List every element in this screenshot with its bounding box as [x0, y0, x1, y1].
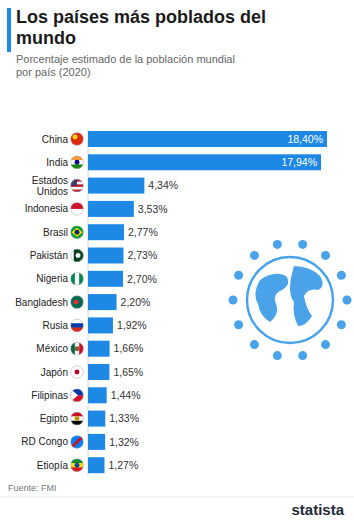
bars [88, 131, 327, 473]
category-label: Etiopía [4, 460, 68, 471]
subtitle: Porcentaje estimado de la población mund… [16, 53, 251, 79]
bar [88, 248, 123, 264]
flag-outline [71, 249, 84, 262]
flag-icon [71, 133, 84, 146]
footer-rule [0, 497, 354, 498]
source: Fuente: FMI [8, 483, 57, 493]
flag-icon [71, 272, 84, 285]
bar [88, 201, 134, 217]
bar [88, 411, 105, 427]
flag-outline [71, 436, 84, 449]
bar [88, 131, 327, 147]
brand-logo: statista [291, 501, 344, 518]
flag-outline [71, 296, 84, 309]
category-label: Pakistán [4, 250, 68, 261]
data-label: 1,44% [111, 389, 141, 401]
category-label: Bangladesh [4, 297, 68, 308]
flag-icon [71, 202, 84, 215]
flag-outline [71, 366, 84, 379]
data-label: 1,66% [114, 342, 144, 354]
flag-icon [71, 179, 84, 192]
flag-icon [71, 459, 84, 472]
flag-outline [71, 319, 84, 332]
flag-icon [71, 435, 84, 448]
flag-icon [71, 366, 84, 379]
data-label: 1,32% [109, 436, 139, 448]
data-label: 1,92% [117, 319, 147, 331]
bar [88, 224, 124, 240]
category-label: Estados Unidos [4, 175, 68, 197]
flag-outline [71, 156, 84, 169]
bar [88, 341, 110, 357]
data-label: 1,33% [109, 412, 139, 424]
bar [88, 271, 123, 287]
data-labels: 18,40% 17,94% 4,34% 3,53% 2,77% 2,73% 2,70% 2,2… [108, 133, 323, 471]
globe-icon [229, 240, 352, 360]
flag-icon [71, 319, 84, 332]
data-label: 2,73% [127, 249, 157, 261]
bar [88, 387, 107, 403]
category-label: Indonesia [4, 203, 68, 214]
flag-icon [71, 389, 84, 402]
flag-outline [71, 412, 84, 425]
flag-icon [71, 342, 84, 355]
bar [88, 457, 104, 473]
flag-icon [71, 249, 84, 262]
flag-outline [71, 273, 84, 286]
title-accent [7, 8, 11, 52]
data-label: 4,34% [148, 179, 178, 191]
flag-outline [71, 226, 84, 239]
data-label: 1,65% [113, 366, 143, 378]
flag-icon [71, 296, 84, 309]
flag-icon [71, 156, 84, 169]
data-label: 18,40% [287, 133, 323, 145]
flag-outline [71, 389, 84, 402]
flag-outline [71, 342, 84, 355]
flag-icon [71, 226, 84, 239]
flag-outline [71, 133, 84, 146]
bar [88, 178, 144, 194]
data-label: 2,77% [128, 226, 158, 238]
flag-icon [71, 412, 84, 425]
category-label: Japón [4, 367, 68, 378]
category-label: México [4, 343, 68, 354]
data-label: 17,94% [281, 156, 317, 168]
bar [88, 317, 113, 333]
category-label: Rusia [4, 320, 68, 331]
data-label: 1,27% [108, 459, 138, 471]
data-label: 2,20% [121, 296, 151, 308]
category-label: Egipto [4, 413, 68, 424]
bar [88, 294, 117, 310]
title: Los países más poblados del mundo [16, 7, 276, 49]
data-label: 2,70% [127, 273, 157, 285]
data-label: 3,53% [138, 203, 168, 215]
category-label: China [4, 134, 68, 145]
category-label: RD Congo [4, 436, 68, 447]
flag-outline [71, 459, 84, 472]
category-label: Nigeria [4, 273, 68, 284]
bar [88, 364, 109, 380]
flag-outline [71, 179, 84, 192]
flag-outline [71, 203, 84, 216]
category-label: India [4, 157, 68, 168]
bar [88, 154, 321, 170]
category-label: Filipinas [4, 390, 68, 401]
category-label: Brasil [4, 227, 68, 238]
bar [88, 434, 105, 450]
